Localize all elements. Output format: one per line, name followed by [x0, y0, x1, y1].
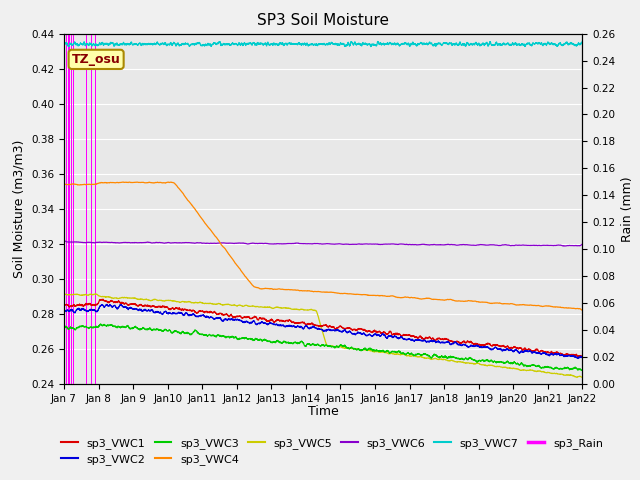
Y-axis label: Rain (mm): Rain (mm) — [621, 176, 634, 241]
Legend: sp3_VWC1, sp3_VWC2, sp3_VWC3, sp3_VWC4, sp3_VWC5, sp3_VWC6, sp3_VWC7, sp3_Rain: sp3_VWC1, sp3_VWC2, sp3_VWC3, sp3_VWC4, … — [57, 433, 607, 469]
Title: SP3 Soil Moisture: SP3 Soil Moisture — [257, 13, 389, 28]
X-axis label: Time: Time — [308, 405, 339, 418]
Text: TZ_osu: TZ_osu — [72, 53, 120, 66]
Y-axis label: Soil Moisture (m3/m3): Soil Moisture (m3/m3) — [13, 140, 26, 278]
